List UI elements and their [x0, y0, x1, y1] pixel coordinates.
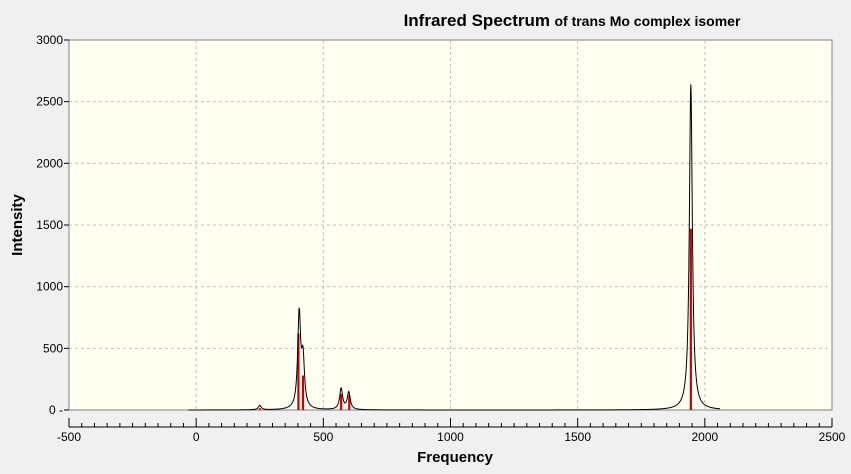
x-tick-label: 1000: [437, 430, 464, 444]
y-tick-label: 1000: [36, 280, 63, 294]
y-tick-label: 2000: [36, 156, 63, 170]
y-tick-label: 0 -: [49, 403, 63, 417]
spectrum-line: [188, 84, 721, 411]
x-tick-label: -500: [57, 430, 81, 444]
y-axis-title: Intensity: [9, 194, 26, 256]
ticks-layer: -500 0 500 1000 1500 2000 2500 0 - 500 1000 1500 20…: [36, 33, 845, 444]
y-tick-label: 500: [43, 341, 63, 355]
x-axis-title: Frequency: [417, 449, 494, 466]
x-tick-label: 2500: [819, 430, 846, 444]
chart-title-sub: of trans Mo complex isomer: [554, 13, 740, 29]
chart-title-main: Infrared Spectrum: [404, 11, 550, 30]
x-tick-label: 1500: [564, 430, 591, 444]
y-tick-label: 3000: [36, 33, 63, 47]
y-tick-label: 2500: [36, 95, 63, 109]
stick-series: [258, 228, 692, 410]
grid-layer: [69, 40, 832, 410]
chart-title: Infrared Spectrum of trans Mo complex is…: [404, 11, 741, 30]
x-tick-label: 500: [313, 430, 333, 444]
x-tick-label: 2000: [691, 430, 718, 444]
x-tick-label: 0: [193, 430, 200, 444]
y-tick-label: 1500: [36, 218, 63, 232]
